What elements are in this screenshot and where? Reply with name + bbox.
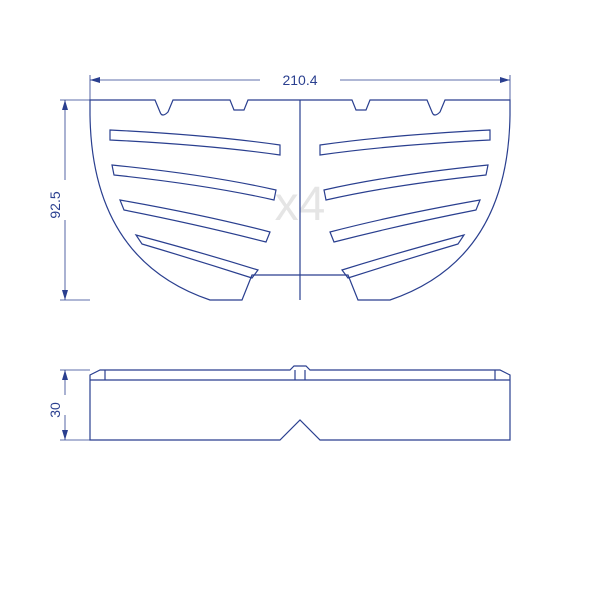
front-view bbox=[90, 100, 510, 300]
dimension-height: 92.5 bbox=[47, 100, 90, 300]
dim-width-value: 210.4 bbox=[282, 72, 317, 88]
side-view bbox=[90, 366, 510, 440]
dimension-thickness: 30 bbox=[47, 370, 90, 440]
dim-height-value: 92.5 bbox=[47, 191, 63, 218]
dim-thickness-value: 30 bbox=[47, 402, 63, 418]
dimension-width: 210.4 bbox=[90, 72, 510, 100]
technical-drawing: 210.4 92.5 30 x4 bbox=[0, 0, 600, 600]
